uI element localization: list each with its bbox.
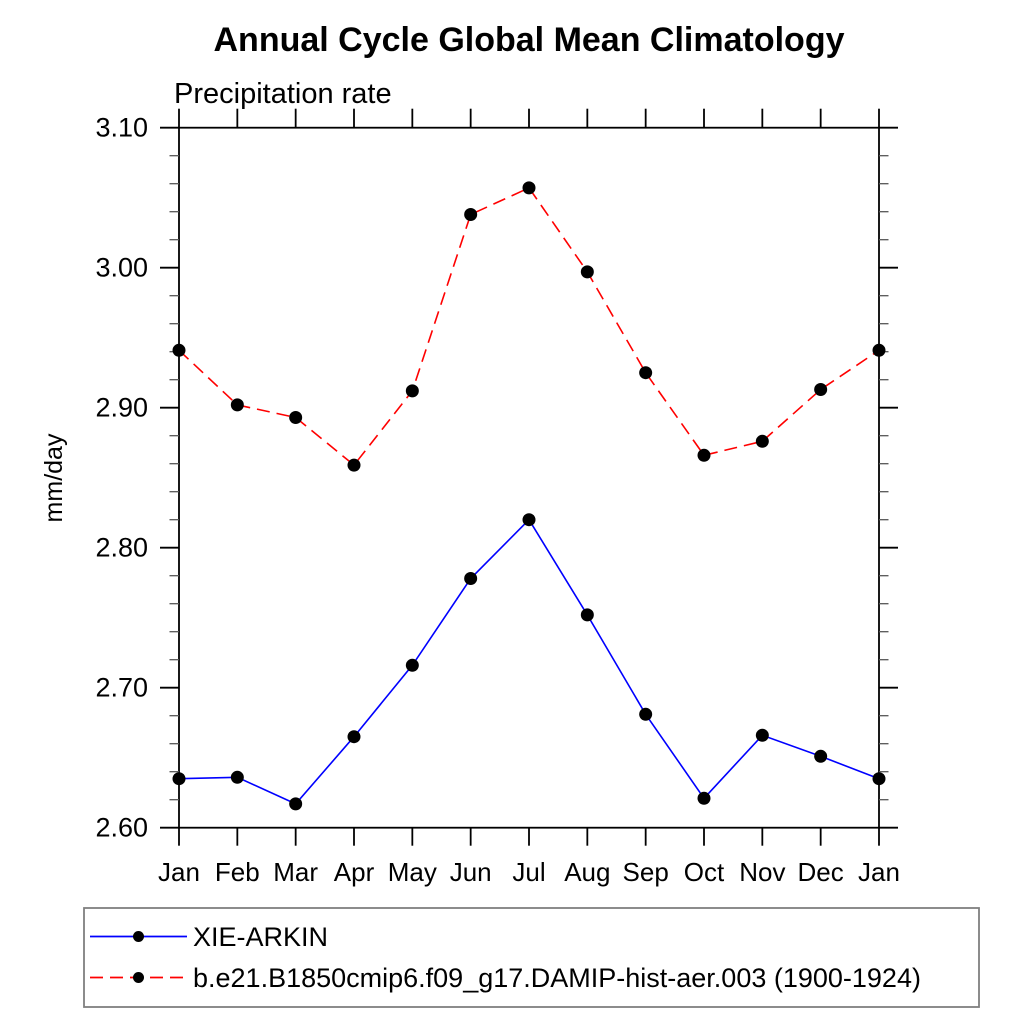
chart-title: Annual Cycle Global Mean Climatology: [214, 21, 845, 59]
x-tick-label: Jul: [512, 857, 545, 887]
data-point-marker: [405, 658, 419, 672]
data-point-marker: [289, 797, 303, 811]
legend-marker: [133, 972, 144, 983]
data-point-marker: [347, 458, 361, 472]
x-tick-label: Apr: [334, 857, 375, 887]
data-point-marker: [289, 411, 303, 424]
data-point-marker: [580, 608, 594, 622]
data-point-marker: [639, 366, 653, 380]
data-point-marker: [580, 265, 594, 279]
data-point-marker: [464, 208, 478, 221]
data-point-marker: [814, 383, 828, 396]
x-tick-label: Sep: [623, 857, 669, 887]
data-point-marker: [230, 398, 244, 412]
data-point-marker: [639, 707, 653, 721]
x-tick-label: Aug: [564, 857, 610, 887]
series-line-1: [178, 186, 880, 467]
data-point-marker: [172, 343, 186, 357]
legend: XIE-ARKIN b.e21.B1850cmip6.f09_g17.DAMIP-…: [83, 907, 980, 1008]
data-point-marker: [347, 730, 361, 744]
x-tick-label: Dec: [798, 857, 844, 887]
x-tick-label: Oct: [684, 857, 725, 887]
plot-series: [172, 181, 886, 811]
data-point-marker: [697, 791, 711, 805]
plot-axes: 2.60 2.70 2.80 2.90 3.00 3.10 Jan Feb Mar Apr May J…: [95, 108, 900, 887]
plot-frame: [178, 126, 880, 829]
legend-box: [83, 907, 980, 1008]
data-point-marker: [755, 728, 769, 742]
x-tick-label: Mar: [273, 857, 318, 887]
data-point-marker: [872, 343, 886, 357]
y-tick-label: 3.10: [95, 113, 148, 143]
data-point-marker: [872, 772, 886, 786]
y-tick-label: 2.60: [95, 813, 148, 843]
legend-entry-label: b.e21.B1850cmip6.f09_g17.DAMIP-hist-aer.…: [193, 963, 921, 993]
legend-marker: [133, 931, 144, 942]
data-point-marker: [522, 513, 536, 527]
chart-subtitle: Precipitation rate: [174, 78, 392, 110]
x-tick-label: Feb: [215, 857, 260, 887]
y-tick-label: 2.70: [95, 673, 148, 703]
y-tick-label: 3.00: [95, 253, 148, 283]
data-point-marker: [697, 448, 711, 462]
x-tick-label: Jan: [158, 857, 200, 887]
data-point-marker: [405, 384, 419, 398]
y-tick-label: 2.90: [95, 393, 148, 423]
y-tick-label: 2.80: [95, 533, 148, 563]
x-tick-label: Nov: [739, 857, 785, 887]
data-point-marker: [230, 770, 244, 784]
x-tick-label: Jan: [858, 857, 900, 887]
legend-entry-label: XIE-ARKIN: [193, 922, 328, 952]
data-point-marker: [522, 181, 536, 195]
x-tick-label: Jun: [450, 857, 492, 887]
series-line-0: [178, 518, 880, 805]
data-point-marker: [172, 772, 186, 786]
data-point-marker: [755, 434, 769, 448]
y-axis-title: mm/day: [40, 433, 68, 522]
data-point-marker: [464, 572, 478, 585]
x-tick-label: May: [388, 857, 437, 887]
data-point-marker: [814, 749, 828, 763]
